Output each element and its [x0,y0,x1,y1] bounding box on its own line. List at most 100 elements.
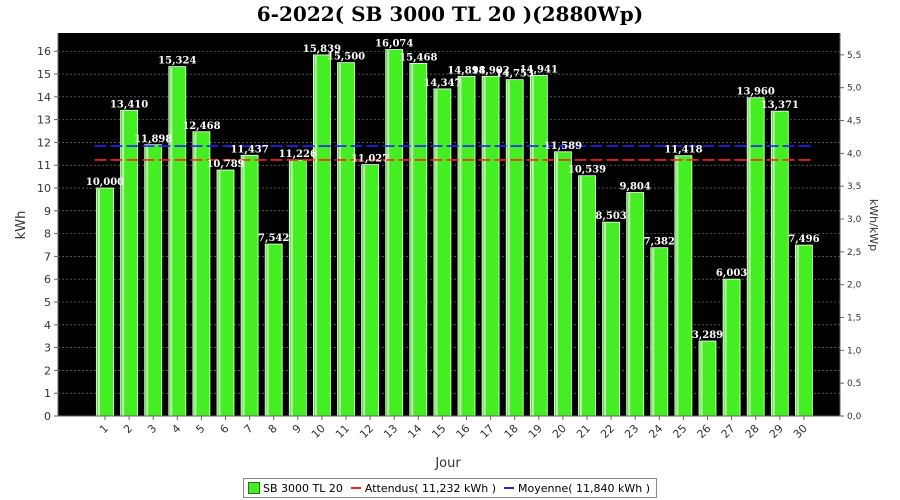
y-tick-label: 4 [44,319,51,332]
x-tick-label: 9 [290,422,304,436]
bar-highlight [507,80,510,417]
data-label: 13,371 [761,100,799,111]
data-label: 14,902 [471,65,509,76]
y2-tick-label: 2,0 [847,281,862,291]
x-tick-label: 25 [670,422,689,441]
legend-series-label: SB 3000 TL 20 [263,481,343,495]
x-tick-label: 1 [97,422,111,436]
data-label: 13,960 [737,87,775,98]
y2-tick-label: 1,5 [847,314,861,324]
bar-highlight [218,171,221,416]
x-tick-label: 10 [309,422,328,441]
y2-tick-label: 3,0 [847,215,862,225]
y2-tick-label: 5,0 [847,84,862,94]
data-label: 14,898 [447,65,485,76]
y2-axis-label: kWh/kWp [867,199,880,251]
y-tick-label: 15 [37,68,51,81]
bar-highlight [531,76,534,417]
x-tick-label: 15 [429,422,448,441]
data-label: 13,410 [110,99,148,110]
legend: SB 3000 TL 20 Attendus( 11,232 kWh ) Moy… [243,478,658,498]
legend-item-series: SB 3000 TL 20 [248,482,343,495]
bar-highlight [314,55,317,417]
data-label: 15,468 [399,52,437,63]
data-label: 10,789 [206,159,244,170]
y-tick-label: 2 [44,364,51,377]
y2-tick-label: 1,0 [847,346,862,356]
x-tick-label: 21 [574,422,593,441]
x-tick-label: 4 [169,422,183,436]
y-tick-label: 11 [37,159,51,172]
y-tick-label: 9 [44,205,51,218]
y2-tick-label: 2,5 [847,248,861,258]
legend-attendus-label: Attendus( 11,232 kWh ) [364,481,497,495]
data-label: 7,382 [644,237,675,248]
y-tick-label: 1 [44,387,51,400]
y2-tick-label: 5,5 [847,51,861,61]
y-tick-label: 0 [44,410,51,423]
bar-highlight [700,342,703,416]
bar-highlight [194,132,197,417]
bar-highlight [363,165,366,416]
bar-highlight [98,189,100,416]
bar-highlight [339,63,341,417]
x-tick-label: 8 [266,422,280,436]
x-tick-label: 7 [242,422,256,436]
bar-highlight [652,248,655,416]
data-label: 14,941 [520,64,558,75]
y-tick-label: 13 [37,114,51,127]
bar-highlight [242,156,245,417]
x-tick-label: 16 [454,422,473,441]
y-tick-label: 12 [37,136,51,149]
x-tick-label: 29 [767,422,786,441]
data-label: 14,753 [496,69,534,80]
data-label: 6,003 [716,268,747,279]
data-label: 15,324 [158,56,196,67]
data-label: 14,347 [423,78,461,89]
data-label: 12,468 [182,121,220,132]
bar-highlight [459,77,462,416]
data-label: 10,539 [568,165,606,176]
series-swatch [248,482,260,494]
bar-highlight [122,111,125,416]
data-label: 15,500 [327,52,365,63]
bar-highlight [724,280,727,416]
y2-tick-label: 4,0 [847,149,862,159]
x-tick-label: 22 [598,422,617,441]
y-tick-label: 6 [44,273,51,286]
data-label: 7,542 [258,233,289,244]
data-label: 11,027 [351,154,389,165]
bar-highlight [435,89,438,417]
attendus-swatch [350,487,361,489]
data-label: 7,496 [788,234,819,245]
data-label: 11,418 [664,145,702,156]
bar-highlight [628,193,631,416]
data-label: 10,000 [86,177,124,188]
x-tick-label: 6 [217,422,231,436]
data-label: 9,804 [620,181,651,192]
x-tick-label: 12 [357,422,376,441]
x-tick-label: 5 [193,422,207,436]
moyenne-swatch [504,487,515,489]
bar-highlight [146,145,149,417]
x-tick-label: 11 [333,422,352,441]
bar-highlight [290,161,293,416]
x-tick-label: 2 [121,422,135,436]
bar-highlight [387,50,390,416]
y-tick-label: 8 [44,228,51,241]
data-label: 11,589 [544,141,582,152]
legend-item-moyenne: Moyenne( 11,840 kWh ) [504,482,650,495]
y-axis-label: kWh [14,211,29,240]
bar-highlight [580,176,582,416]
x-tick-label: 17 [478,422,497,441]
bar-highlight [555,152,558,416]
data-label: 11,898 [134,134,172,145]
bar-highlight [411,64,414,417]
bar-highlight [483,77,486,416]
x-axis-label: Jour [434,456,461,471]
y2-tick-label: 0,0 [847,412,862,422]
y-tick-label: 3 [44,342,51,355]
x-tick-label: 23 [622,422,641,441]
